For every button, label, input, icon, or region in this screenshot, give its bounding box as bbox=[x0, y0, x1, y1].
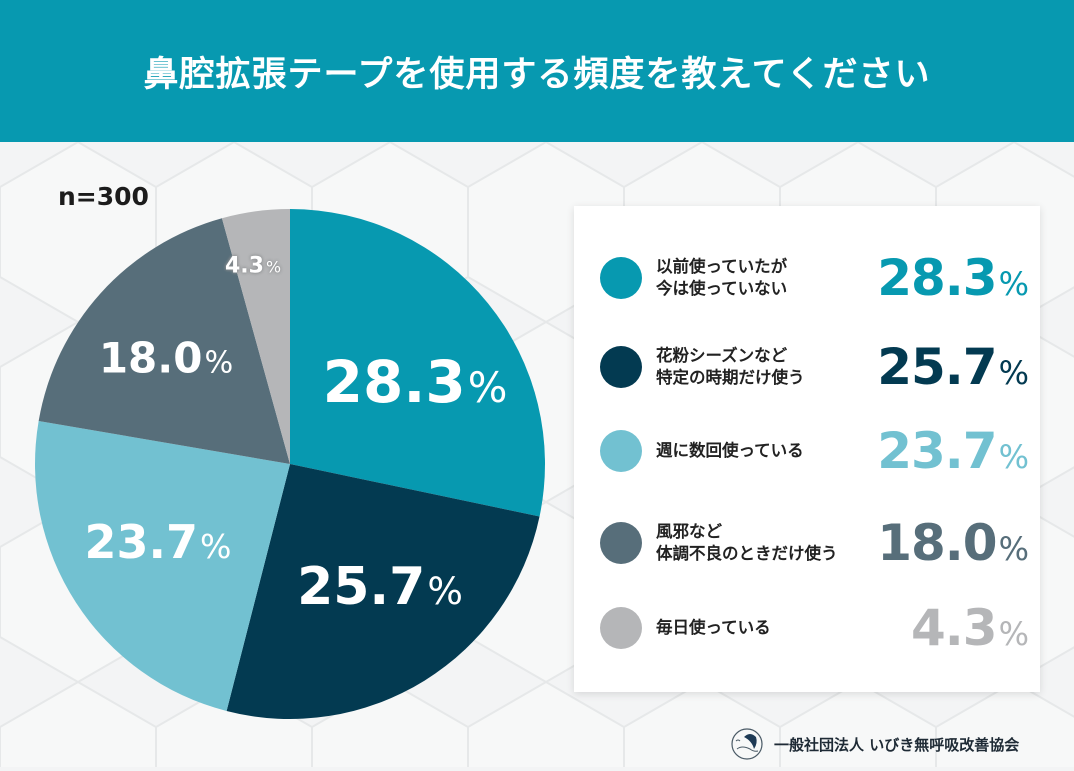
chart-title: 鼻腔拡張テープを使用する頻度を教えてください bbox=[143, 54, 931, 95]
legend-label: 週に数回使っている bbox=[656, 441, 804, 460]
pie-chart: 28.3% 25.7% 23.7% 18.0% 4.3% bbox=[0, 142, 580, 767]
legend-label: 風邪など 体調不良のときだけ使う bbox=[656, 522, 838, 563]
pie-slice-1 bbox=[290, 209, 545, 517]
pie-slice-4 bbox=[38, 218, 290, 464]
legend-value: 18.0% bbox=[877, 514, 1029, 572]
legend-value: 23.7% bbox=[877, 422, 1029, 480]
pie-label-1: 28.3% bbox=[322, 348, 508, 416]
legend-dot bbox=[600, 346, 642, 388]
legend-dot bbox=[600, 607, 642, 649]
legend-item: 以前使っていたが 今は使っていない 28.3% bbox=[574, 243, 1040, 313]
pie-label-2: 25.7% bbox=[297, 557, 463, 617]
legend-value: 4.3% bbox=[911, 599, 1029, 657]
legend-dot bbox=[600, 522, 642, 564]
pie-label-4: 18.0% bbox=[98, 333, 234, 383]
legend-item: 風邪など 体調不良のときだけ使う 18.0% bbox=[574, 508, 1040, 578]
legend-label: 毎日使っている bbox=[656, 618, 771, 637]
pie-label-3: 23.7% bbox=[84, 515, 232, 569]
pie-slice-5 bbox=[221, 209, 290, 464]
legend-label: 以前使っていたが 今は使っていない bbox=[656, 257, 788, 298]
legend-item: 毎日使っている 4.3% bbox=[574, 593, 1040, 663]
legend-value: 25.7% bbox=[877, 338, 1029, 396]
organization-name: 一般社団法人 いびき無呼吸改善協会 bbox=[774, 735, 1020, 754]
sample-size-label: n=300 bbox=[58, 182, 149, 211]
pie-chart-svg bbox=[35, 209, 545, 720]
pie-slice-2 bbox=[226, 464, 540, 720]
legend-dot bbox=[600, 430, 642, 472]
legend-label: 花粉シーズンなど 特定の時期だけ使う bbox=[656, 346, 805, 387]
legend: 以前使っていたが 今は使っていない 28.3% 花粉シーズンなど 特定の時期だけ… bbox=[574, 206, 1040, 692]
sleeping-person-icon bbox=[731, 728, 763, 760]
legend-value: 28.3% bbox=[877, 249, 1029, 307]
legend-dot bbox=[600, 257, 642, 299]
legend-item: 週に数回使っている 23.7% bbox=[574, 416, 1040, 486]
legend-item: 花粉シーズンなど 特定の時期だけ使う 25.7% bbox=[574, 332, 1040, 402]
header-banner: 鼻腔拡張テープを使用する頻度を教えてください bbox=[0, 0, 1074, 142]
organization-credit: 一般社団法人 いびき無呼吸改善協会 bbox=[728, 726, 1019, 762]
pie-slice-3 bbox=[35, 420, 291, 711]
pie-label-5: 4.3% bbox=[224, 253, 282, 279]
